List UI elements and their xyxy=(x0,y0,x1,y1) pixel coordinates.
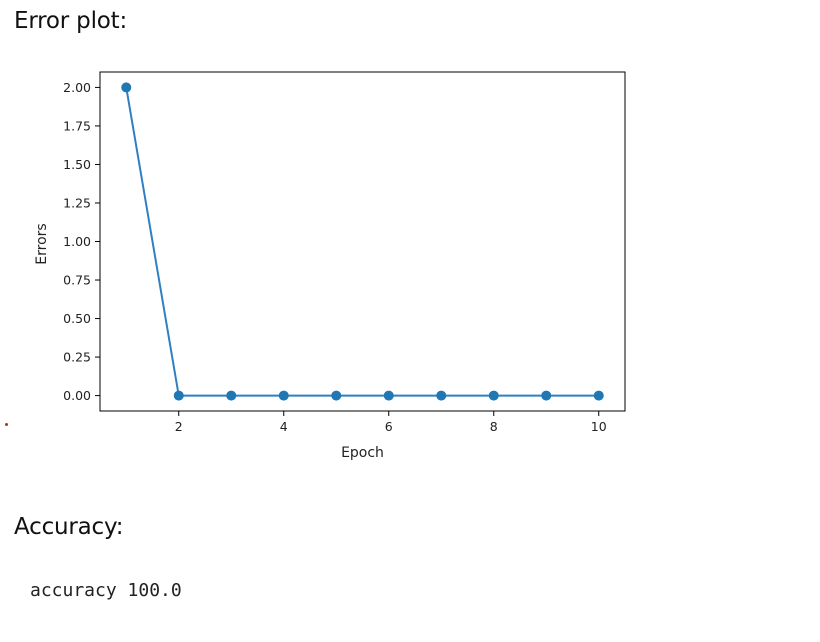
y-tick-label: 0.75 xyxy=(63,273,91,288)
x-axis-label: Epoch xyxy=(341,445,384,461)
data-point xyxy=(383,390,394,401)
x-tick-label: 2 xyxy=(175,419,183,434)
x-tick-label: 10 xyxy=(591,419,607,434)
accuracy-heading: Accuracy: xyxy=(14,514,124,540)
error-chart: 2 4 6 8 10 0.00 0.25 0.50 0.75 1.00 1.25 1.50 1.75 2… xyxy=(34,71,626,461)
plot-area-frame xyxy=(99,71,626,412)
data-point xyxy=(593,390,604,401)
data-point xyxy=(541,390,552,401)
y-tick-label: 2.00 xyxy=(63,80,91,95)
y-tick-label: 1.50 xyxy=(63,157,91,172)
x-tick-label: 6 xyxy=(385,419,393,434)
x-axis-ticks: 2 4 6 8 10 xyxy=(175,411,607,434)
stray-red-dot xyxy=(5,423,8,426)
data-point xyxy=(436,390,447,401)
data-point xyxy=(488,390,499,401)
accuracy-output: accuracy 100.0 xyxy=(30,580,182,601)
data-point xyxy=(278,390,289,401)
error-plot-heading: Error plot: xyxy=(14,8,128,34)
data-point xyxy=(331,390,342,401)
series-layer xyxy=(121,82,604,401)
data-point xyxy=(121,82,132,93)
x-tick-label: 4 xyxy=(280,419,288,434)
data-point xyxy=(173,390,184,401)
y-tick-label: 1.25 xyxy=(63,195,91,210)
y-tick-label: 1.00 xyxy=(63,234,91,249)
y-axis-ticks: 0.00 0.25 0.50 0.75 1.00 1.25 1.50 1.75 2.00 xyxy=(63,80,100,403)
y-tick-label: 0.00 xyxy=(63,388,91,403)
y-axis-label: Errors xyxy=(34,223,50,264)
y-tick-label: 0.50 xyxy=(63,311,91,326)
series-line xyxy=(125,87,599,397)
x-tick-label: 8 xyxy=(490,419,498,434)
data-point xyxy=(226,390,237,401)
y-tick-label: 1.75 xyxy=(63,118,91,133)
y-tick-label: 0.25 xyxy=(63,350,91,365)
